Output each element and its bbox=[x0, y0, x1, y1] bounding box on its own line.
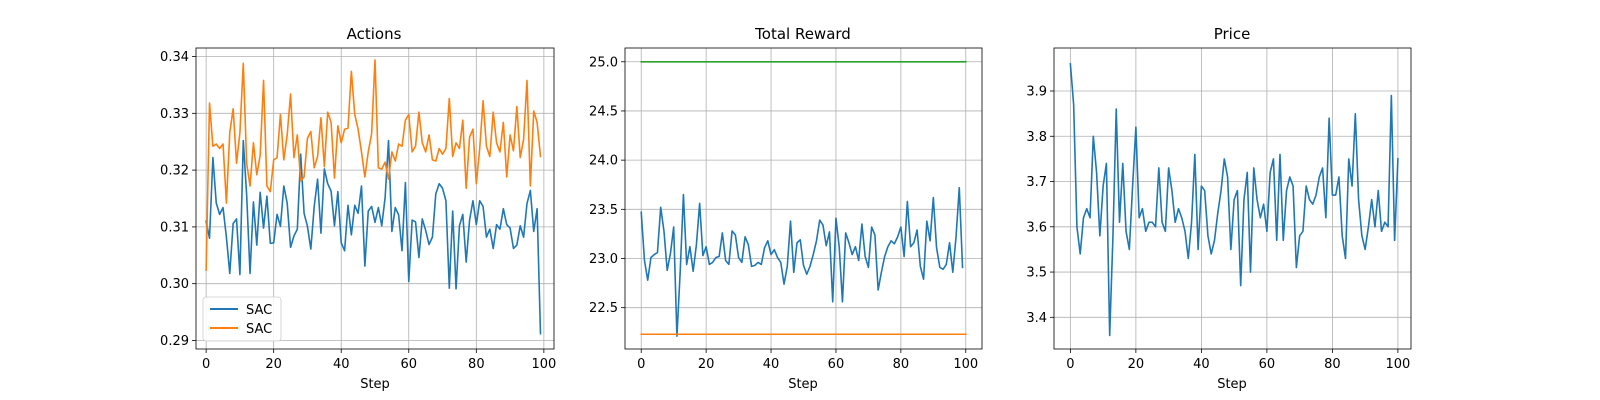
chart-title: Actions bbox=[347, 25, 402, 43]
x-tick-label: 0 bbox=[637, 357, 645, 372]
y-tick-label: 24.5 bbox=[589, 104, 618, 119]
y-tick-label: 3.4 bbox=[1026, 311, 1047, 326]
legend-entry-2: SAC bbox=[246, 322, 272, 337]
actions-chart: Actions 0 20 40 60 80 100 0.29 0.30 0.31 0.32 0.33… bbox=[160, 25, 556, 392]
legend-entry-1: SAC bbox=[246, 303, 272, 318]
x-tick-label: 100 bbox=[531, 357, 556, 372]
y-tick-label: 0.33 bbox=[160, 107, 189, 122]
series-line-2 bbox=[205, 59, 542, 271]
y-tick-label: 0.31 bbox=[160, 220, 189, 235]
x-tick-label: 20 bbox=[698, 357, 715, 372]
price-chart: Price 0 20 40 60 80 100 3.4 3.5 3.6 3.7 3.8 3.9 Ste… bbox=[1026, 25, 1412, 392]
y-tick-label: 25.0 bbox=[589, 55, 618, 70]
plot-frame bbox=[195, 47, 555, 350]
chart-title: Total Reward bbox=[754, 25, 851, 43]
x-tick-label: 40 bbox=[333, 357, 350, 372]
total-reward-chart: Total Reward 0 20 40 60 80 100 22.5 23.0 23.5 24.… bbox=[589, 25, 983, 392]
x-axis-label: Step bbox=[1217, 377, 1247, 392]
x-axis-label: Step bbox=[360, 377, 390, 392]
y-tick-label: 24.0 bbox=[589, 154, 618, 169]
x-axis-label: Step bbox=[788, 377, 818, 392]
series-line-1 bbox=[205, 139, 542, 335]
x-tick-label: 20 bbox=[1128, 357, 1145, 372]
y-tick-label: 3.5 bbox=[1026, 266, 1047, 281]
y-tick-label: 3.8 bbox=[1026, 130, 1047, 145]
y-tick-label: 0.34 bbox=[160, 50, 189, 65]
x-tick-label: 0 bbox=[202, 357, 210, 372]
x-tick-label: 60 bbox=[1259, 357, 1276, 372]
y-tick-label: 22.5 bbox=[589, 301, 618, 316]
x-tick-label: 40 bbox=[1193, 357, 1210, 372]
plot-frame bbox=[624, 47, 983, 350]
x-tick-label: 80 bbox=[893, 357, 910, 372]
x-tick-label: 100 bbox=[1385, 357, 1410, 372]
x-tick-label: 80 bbox=[1324, 357, 1341, 372]
y-tick-label: 3.6 bbox=[1026, 220, 1047, 235]
x-tick-label: 20 bbox=[265, 357, 282, 372]
x-tick-label: 60 bbox=[401, 357, 418, 372]
series-line-1 bbox=[1069, 62, 1399, 337]
x-tick-label: 40 bbox=[763, 357, 780, 372]
y-tick-label: 23.0 bbox=[589, 252, 618, 267]
y-tick-label: 3.9 bbox=[1026, 85, 1047, 100]
plot-frame bbox=[1053, 47, 1412, 350]
chart-title: Price bbox=[1214, 25, 1251, 43]
x-tick-label: 0 bbox=[1066, 357, 1074, 372]
x-tick-label: 60 bbox=[828, 357, 845, 372]
y-tick-label: 0.30 bbox=[160, 277, 189, 292]
y-tick-label: 0.32 bbox=[160, 164, 189, 179]
y-tick-label: 23.5 bbox=[589, 203, 618, 218]
legend: SAC SAC bbox=[202, 296, 282, 342]
y-tick-label: 3.7 bbox=[1026, 175, 1047, 190]
y-tick-label: 0.29 bbox=[160, 334, 189, 349]
x-tick-label: 100 bbox=[953, 357, 978, 372]
series-line-1 bbox=[640, 186, 964, 338]
x-tick-label: 80 bbox=[468, 357, 485, 372]
